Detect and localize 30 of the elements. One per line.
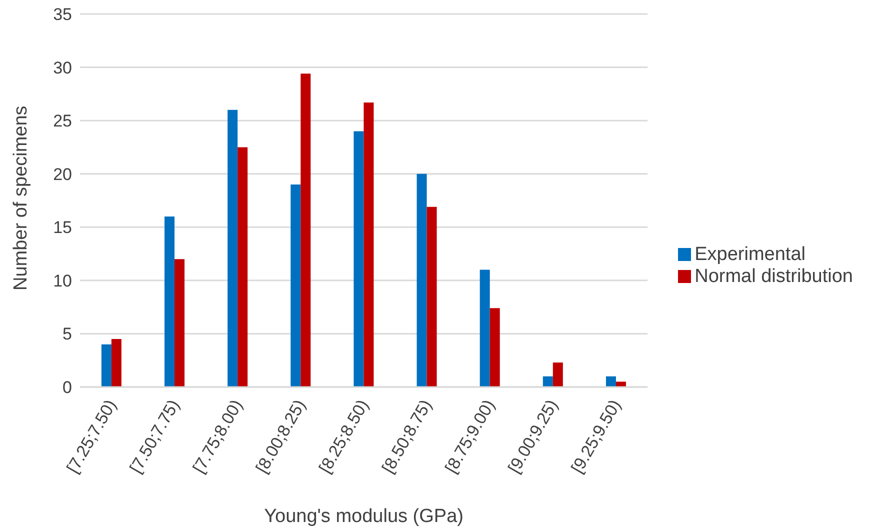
bar xyxy=(111,339,122,387)
bar xyxy=(606,376,616,387)
y-axis-title: Number of specimens xyxy=(10,106,32,290)
y-tick-label: 5 xyxy=(62,324,72,344)
legend-label: Experimental xyxy=(694,244,806,265)
bar xyxy=(300,74,311,387)
bar xyxy=(354,131,364,387)
legend-label: Normal distribution xyxy=(694,266,853,287)
bar xyxy=(416,174,427,387)
bar xyxy=(238,147,248,387)
bar xyxy=(164,216,175,387)
bar xyxy=(542,376,553,387)
y-tick-label: 0 xyxy=(62,378,72,398)
bar xyxy=(490,308,500,387)
y-tick-label: 10 xyxy=(53,271,72,290)
y-tick-label: 25 xyxy=(53,112,72,131)
bar xyxy=(364,102,374,387)
y-tick-label: 30 xyxy=(53,58,72,78)
x-axis-title: Young's modulus (GPa) xyxy=(264,506,464,527)
bar xyxy=(480,270,490,387)
bar xyxy=(101,344,112,387)
y-tick-label: 20 xyxy=(53,164,72,184)
y-tick-label: 15 xyxy=(53,218,72,238)
y-tick-label: 35 xyxy=(53,5,72,24)
bar xyxy=(616,382,626,387)
bar xyxy=(426,206,437,387)
bar xyxy=(552,362,563,387)
bar xyxy=(290,184,301,387)
bar xyxy=(174,259,185,387)
bar xyxy=(228,110,238,387)
